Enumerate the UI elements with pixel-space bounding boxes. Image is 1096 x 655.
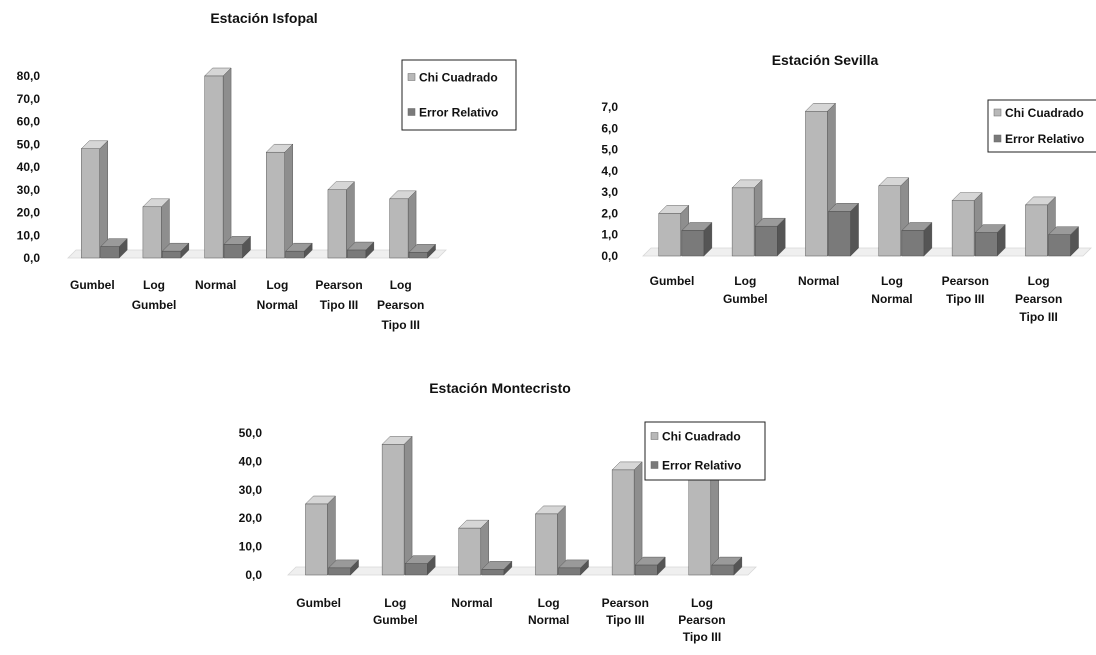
category-label: Pearson Tipo III (602, 596, 649, 627)
category-label: Gumbel (650, 274, 695, 288)
legend-label: Error Relativo (419, 106, 498, 120)
bar-error-relativo (754, 217, 786, 257)
y-tick-label: 70,0 (17, 92, 41, 106)
legend-label: Chi Cuadrado (662, 430, 741, 444)
bar-error-relativo (974, 224, 1006, 257)
legend-swatch (650, 461, 659, 469)
chart-svg-isfopal: Estación Isfopal 0,0 10,0 20,0 30,0 40,0 50,0 6… (17, 10, 517, 332)
y-tick-label: 0,0 (245, 568, 262, 582)
y-tick-label: 7,0 (601, 100, 618, 114)
bar-error-relativo (901, 221, 933, 257)
legend-label: Chi Cuadrado (1005, 106, 1084, 120)
bar-error-relativo (285, 242, 313, 259)
category-label: Log Gumbel (723, 274, 768, 306)
y-tick-label: 80,0 (17, 69, 41, 83)
y-tick-label: 40,0 (239, 454, 263, 468)
bar-error-relativo (481, 560, 513, 576)
bar-chi-cuadrado (534, 505, 566, 576)
category-label: Log Gumbel (132, 278, 177, 312)
bar-error-relativo (634, 556, 666, 576)
y-tick-label: 1,0 (601, 228, 618, 242)
category-label: Normal (798, 274, 839, 288)
y-tick-label: 5,0 (601, 143, 618, 157)
legend-label: Chi Cuadrado (419, 71, 498, 85)
legend-swatch (993, 134, 1002, 143)
y-tick-label: 0,0 (23, 251, 40, 265)
bar-error-relativo (161, 242, 190, 259)
legend: Chi Cuadrado Error Relativo (644, 421, 766, 481)
bar-error-relativo (404, 555, 436, 576)
y-tick-label: 60,0 (17, 115, 41, 129)
chart-floor (287, 566, 757, 576)
legend-swatch (993, 108, 1002, 117)
category-label: Normal (451, 596, 492, 610)
bar-chi-cuadrado (304, 495, 336, 576)
bar-error-relativo (681, 221, 713, 257)
bar-chi-cuadrado (327, 181, 355, 259)
y-tick-label: 50,0 (239, 426, 263, 440)
y-tick-label: 30,0 (17, 183, 41, 197)
y-tick-label: 2,0 (601, 206, 618, 220)
category-label: Log Gumbel (373, 596, 418, 627)
legend-swatch (407, 73, 416, 81)
bar-chi-cuadrado (80, 140, 109, 259)
chart-title: Estación Sevilla (772, 52, 879, 68)
y-tick-label: 4,0 (601, 164, 618, 178)
category-label: Log Normal (257, 278, 298, 312)
bar-error-relativo (828, 202, 860, 257)
category-label: Log Pearson Tipo III (377, 278, 424, 332)
chart-svg-sevilla: Estación Sevilla 0,0 1,0 2,0 3,0 4,0 5,0 6,0 7,0… (601, 52, 1096, 324)
legend-label: Error Relativo (662, 459, 741, 473)
chart-sevilla: Estación Sevilla 0,0 1,0 2,0 3,0 4,0 5,0 6,0 7,0… (578, 40, 1096, 345)
y-tick-label: 10,0 (17, 228, 41, 242)
legend: Chi Cuadrado Error Relativo (401, 59, 517, 131)
chart-title: Estación Montecristo (429, 380, 571, 396)
chart-montecristo: Estación Montecristo 0,0 10,0 20,0 30,0 40,0 5… (208, 372, 808, 655)
bar-chi-cuadrado (381, 435, 413, 576)
y-tick-label: 0,0 (601, 249, 618, 263)
category-label: Pearson Tipo III (942, 274, 989, 306)
bar-chi-cuadrado (688, 464, 720, 576)
category-label: Normal (195, 278, 236, 292)
chart-title: Estación Isfopal (210, 10, 317, 26)
y-tick-label: 50,0 (17, 137, 41, 151)
category-label: Log Normal (871, 274, 912, 306)
y-tick-label: 3,0 (601, 185, 618, 199)
y-tick-label: 20,0 (17, 206, 41, 220)
bar-error-relativo (100, 238, 128, 259)
y-tick-label: 30,0 (239, 483, 263, 497)
bar-chi-cuadrado (458, 519, 490, 576)
y-tick-label: 10,0 (239, 540, 263, 554)
category-label: Log Normal (528, 596, 569, 627)
category-label: Gumbel (296, 596, 341, 610)
bar-error-relativo (558, 559, 590, 576)
legend-swatch (407, 108, 416, 116)
bar-chi-cuadrado (204, 67, 232, 259)
bar-error-relativo (1048, 226, 1080, 257)
bar-chi-cuadrado (611, 461, 643, 576)
chart-svg-montecristo: Estación Montecristo 0,0 10,0 20,0 30,0 40,0 5… (239, 380, 766, 644)
bar-error-relativo (346, 241, 375, 259)
category-label: Log Pearson Tipo III (1015, 274, 1062, 324)
legend-label: Error Relativo (1005, 132, 1084, 146)
y-tick-label: 40,0 (17, 160, 41, 174)
legend-swatch (650, 432, 659, 440)
bar-error-relativo (408, 243, 436, 259)
bar-error-relativo (223, 235, 251, 259)
bar-chi-cuadrado (389, 190, 417, 259)
bar-error-relativo (328, 559, 360, 576)
legend: Chi Cuadrado Error Relativo (987, 99, 1096, 153)
category-label: Gumbel (70, 278, 115, 292)
y-tick-label: 6,0 (601, 121, 618, 135)
category-label: Log Pearson Tipo III (678, 596, 725, 644)
chart-isfopal: Estación Isfopal 0,0 10,0 20,0 30,0 40,0 50,0 6… (0, 0, 540, 355)
bar-error-relativo (711, 556, 743, 576)
bar-chi-cuadrado (265, 143, 294, 259)
category-label: Pearson Tipo III (315, 278, 362, 312)
y-tick-label: 20,0 (239, 511, 263, 525)
